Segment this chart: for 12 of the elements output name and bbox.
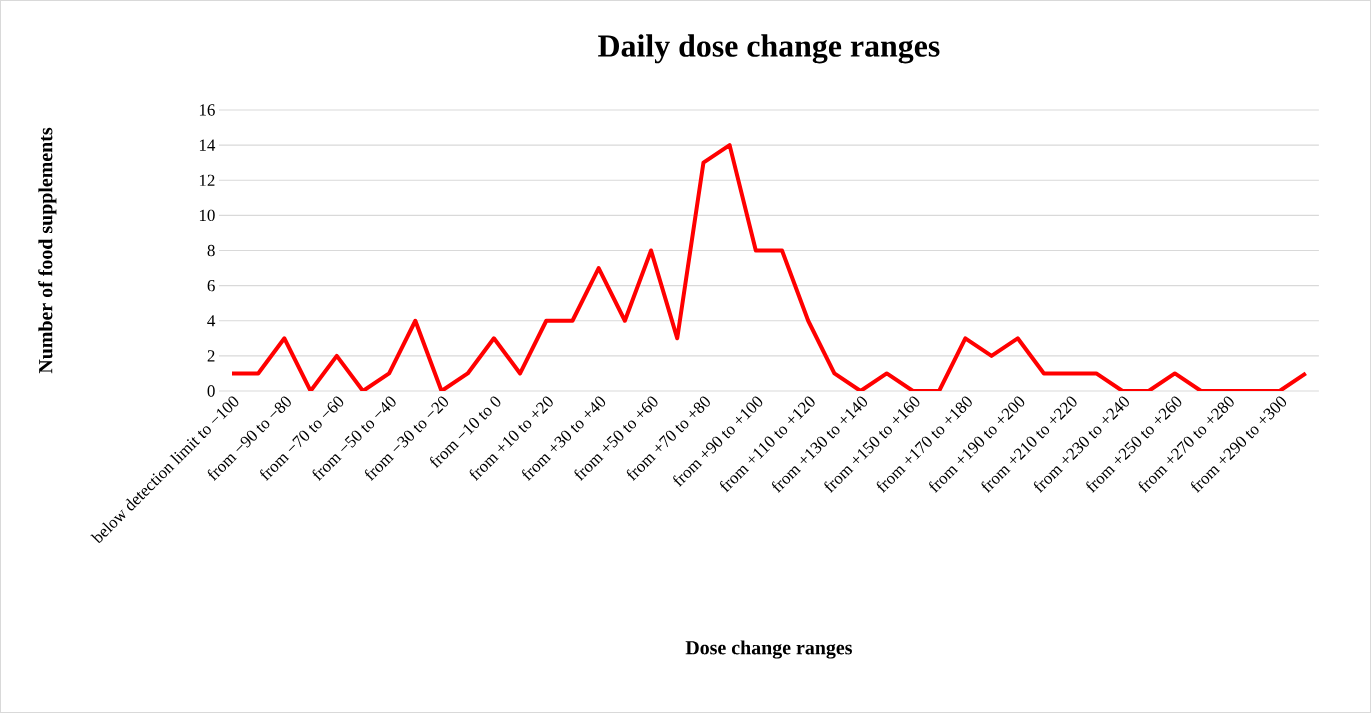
x-axis-title: Dose change ranges <box>685 640 852 659</box>
y-tick-label: 8 <box>207 244 215 257</box>
y-tick-label: 4 <box>207 315 216 327</box>
y-tick-label: 0 <box>207 385 215 397</box>
y-tick-label: 10 <box>199 209 215 222</box>
y-tick-label: 12 <box>199 174 215 186</box>
y-axis-title: Number of food supplements <box>38 127 57 374</box>
chart-title: Daily dose change ranges <box>598 34 940 64</box>
y-tick-label: 14 <box>199 139 216 151</box>
y-tick-label: 6 <box>207 279 215 292</box>
y-tick-label: 2 <box>207 350 215 362</box>
y-tick-label: 16 <box>199 104 215 116</box>
